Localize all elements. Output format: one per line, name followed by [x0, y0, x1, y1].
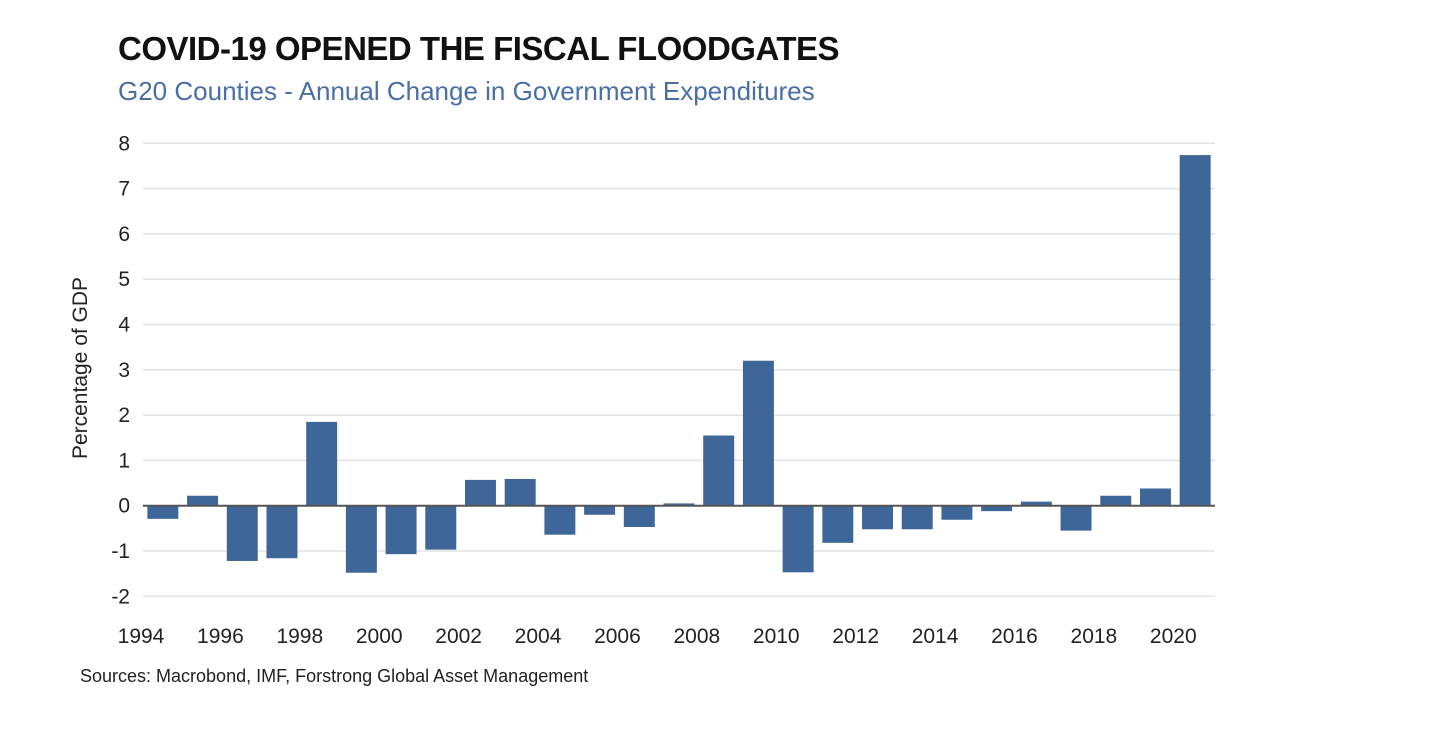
x-tick-label: 2008 [673, 625, 720, 648]
bar-2005 [584, 505, 616, 515]
y-tick-label: 8 [118, 132, 130, 155]
bar-1995 [187, 495, 219, 506]
y-tick-label: 6 [118, 223, 130, 246]
bar-2003 [504, 478, 536, 506]
y-axis-ticks: -2 -1 0 1 2 3 4 5 6 7 8 [111, 132, 130, 608]
bar-1996 [226, 505, 258, 561]
bar-2010 [782, 505, 814, 573]
x-tick-label: 2016 [991, 625, 1038, 648]
bar-2001 [425, 505, 457, 550]
bar-2000 [385, 505, 417, 555]
y-tick-label: -1 [111, 540, 130, 563]
bar-2007 [663, 503, 695, 506]
bar-2012 [862, 505, 894, 530]
bar-2015 [981, 505, 1013, 512]
y-tick-label: 2 [118, 404, 130, 427]
gridlines [143, 142, 1215, 598]
y-tick-label: 3 [118, 359, 130, 382]
bar-2004 [544, 505, 576, 535]
bar-2008 [703, 435, 735, 506]
x-tick-label: 2006 [594, 625, 641, 648]
chart-title: COVID-19 OPENED THE FISCAL FLOODGATES [118, 30, 840, 67]
x-tick-label: 2010 [753, 625, 800, 648]
x-tick-label: 1998 [276, 625, 323, 648]
bar-2002 [464, 479, 496, 506]
y-tick-label: 1 [118, 449, 130, 472]
bar-2014 [941, 505, 973, 520]
bar-2016 [1020, 501, 1052, 506]
x-tick-label: 1996 [197, 625, 244, 648]
x-tick-label: 2004 [515, 625, 562, 648]
x-tick-label: 2014 [912, 625, 959, 648]
x-tick-label: 2018 [1071, 625, 1118, 648]
source-note: Sources: Macrobond, IMF, Forstrong Globa… [80, 666, 589, 686]
bar-1999 [345, 505, 377, 573]
bar-2019 [1139, 488, 1171, 506]
x-axis-ticks: 1994 1996 1998 2000 2002 2004 2006 2008 2010 2012… [118, 625, 1197, 648]
x-tick-label: 1994 [118, 625, 165, 648]
bar-2009 [742, 360, 774, 506]
bar-2013 [901, 505, 933, 530]
x-tick-label: 2020 [1150, 625, 1197, 648]
bar-2006 [623, 505, 655, 527]
y-tick-label: 5 [118, 268, 130, 291]
y-tick-label: 4 [118, 314, 130, 337]
chart-subtitle: G20 Counties - Annual Change in Governme… [118, 76, 815, 106]
bar-2011 [822, 505, 854, 543]
x-tick-label: 2012 [832, 625, 879, 648]
y-tick-label: 7 [118, 178, 130, 201]
bar-1994 [147, 505, 179, 519]
x-tick-label: 2002 [435, 625, 482, 648]
x-tick-label: 2000 [356, 625, 403, 648]
bar-2020 [1179, 155, 1211, 506]
bars [147, 155, 1211, 573]
y-tick-label: 0 [118, 495, 130, 518]
y-tick-label: -2 [111, 585, 130, 608]
bar-1998 [306, 421, 338, 506]
bar-2017 [1060, 505, 1092, 531]
y-axis-label: Percentage of GDP [69, 277, 92, 459]
bar-1997 [266, 505, 298, 559]
bar-2018 [1100, 495, 1132, 506]
